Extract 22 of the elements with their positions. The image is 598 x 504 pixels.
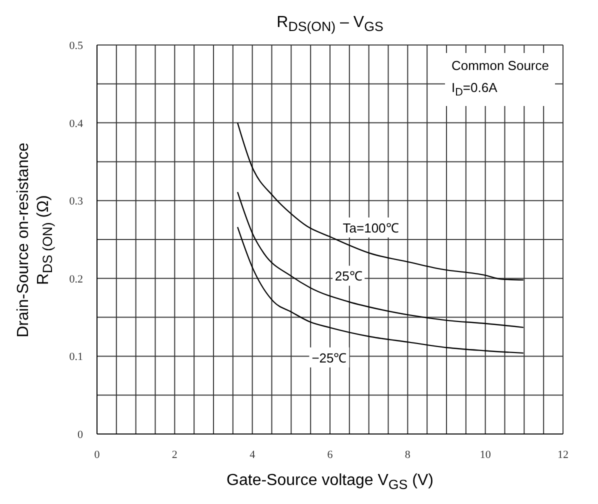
annotation: Common Source [451,57,549,75]
y-tick-label: 0.5 [69,40,84,52]
series-label: 25℃ [334,268,362,284]
x-tick-label: 4 [250,449,256,461]
y-tick-label: 0.1 [69,351,83,364]
series-label: −25℃ [312,350,347,366]
x-tick-label: 8 [404,449,411,461]
chart-title: R$_{DS(ON)}$ – V$_{GS}$ [276,14,384,34]
y-tick-label: 0.4 [69,118,84,130]
x-tick-label: 10 [480,449,492,461]
line-series [236,122,524,281]
x-tick-label: 2 [172,449,178,461]
line-series [236,191,524,328]
series-label: Ta=100℃ [342,220,399,236]
y-tick-label: 0.3 [69,196,84,208]
y-tick-label: 0 [78,429,84,441]
x-tick-label: 6 [327,449,334,461]
annotation: I$_{D}$=0.6A [451,79,498,101]
y-tick-label: 0.2 [69,273,83,286]
x-tick-label: 12 [558,449,568,461]
x-axis-title: Gate-Source voltage V$_{GS}$ (V) [226,472,434,492]
x-tick-label: 0 [94,449,100,461]
